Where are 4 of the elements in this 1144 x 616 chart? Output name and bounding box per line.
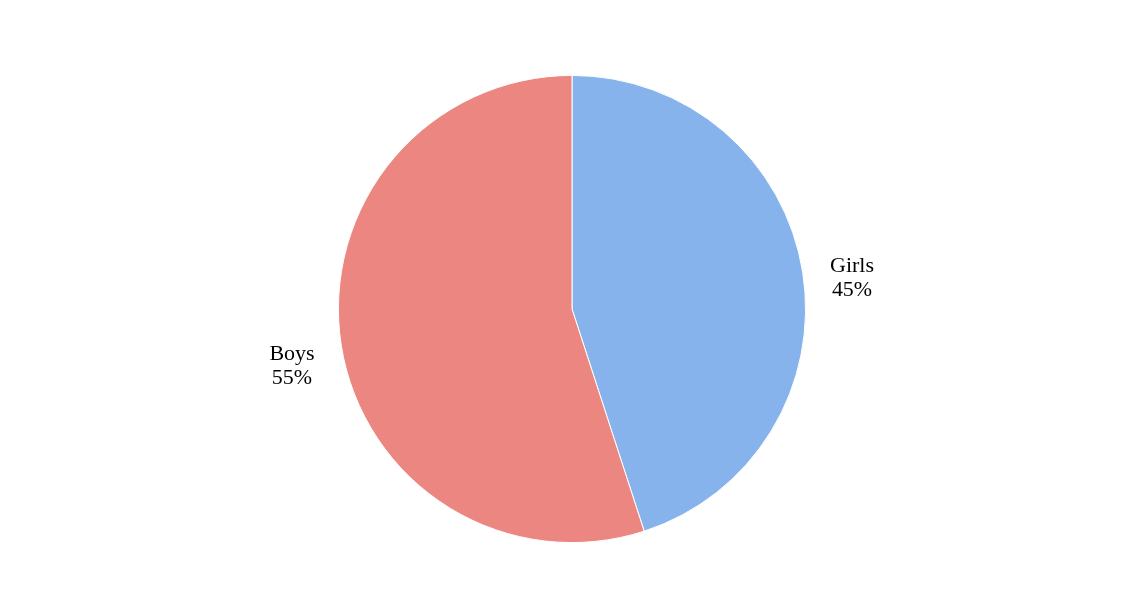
data-label: 55%	[271, 364, 313, 390]
slice-label: Boys	[269, 340, 315, 366]
data-label: 45%	[831, 275, 873, 301]
slice-label: Girls	[830, 251, 874, 277]
